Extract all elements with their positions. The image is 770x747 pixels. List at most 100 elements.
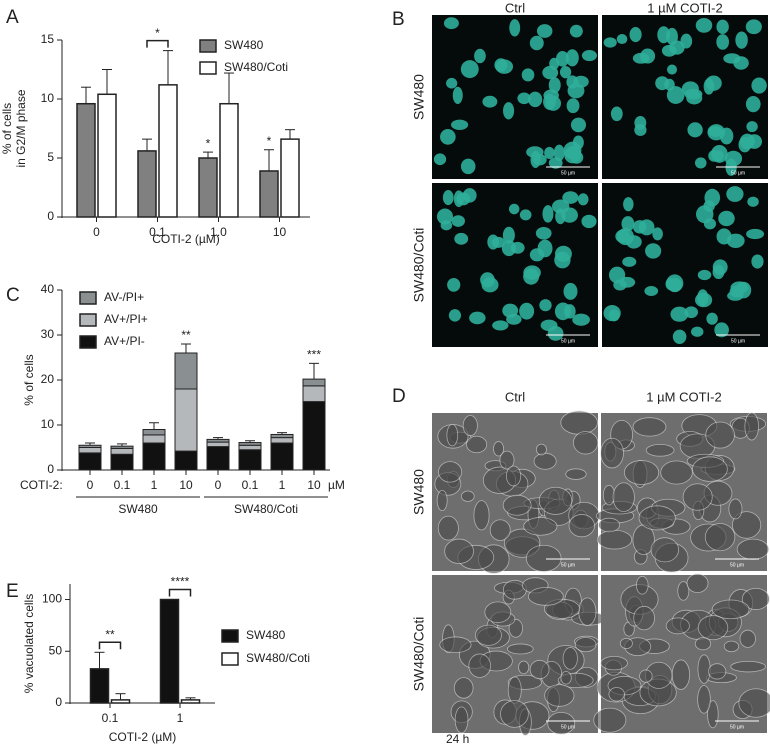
cell: [716, 19, 729, 35]
bar-segment: [110, 447, 134, 455]
row-label: SW480/Coti: [411, 228, 427, 303]
cell: [535, 226, 552, 240]
cell: [660, 460, 693, 485]
error-bar: [94, 651, 105, 669]
error-bar: [285, 129, 295, 140]
cell: [562, 647, 578, 670]
cell: [519, 302, 535, 320]
cell: [726, 233, 745, 248]
cell: [632, 417, 667, 437]
cell: [714, 322, 729, 338]
bar-segment: [110, 445, 134, 449]
cell: [747, 196, 759, 207]
bar: [280, 138, 300, 218]
bar-segment: [78, 452, 102, 471]
error-bar: [85, 442, 95, 446]
cell: [563, 141, 582, 160]
bar-segment: [238, 444, 262, 451]
y-tick-label: 5: [47, 150, 54, 164]
y-axis-label: % of cells: [22, 354, 36, 405]
cell: [562, 191, 579, 204]
cell: [570, 117, 587, 133]
scale-bar-label: 50 µm: [561, 562, 575, 568]
cell: [454, 232, 469, 245]
cell: [705, 75, 722, 91]
y-axis-label: in G2/M phase: [14, 89, 28, 167]
row-label: SW480: [411, 74, 427, 120]
cell: [526, 146, 544, 158]
row-label: SW480/Coti: [411, 617, 427, 692]
bar-segment: [174, 352, 198, 390]
cell: [596, 529, 633, 550]
cell: [670, 306, 689, 322]
error-bar: [81, 86, 91, 104]
cell: [657, 26, 671, 44]
group-label: SW480: [118, 502, 158, 516]
cell: [735, 31, 748, 49]
cell: [716, 34, 729, 50]
cell: [454, 706, 469, 734]
cell: [503, 102, 515, 120]
x-tick-label: 1: [177, 711, 184, 725]
footnote: 24 h: [446, 732, 469, 746]
cell: [433, 153, 447, 166]
cell: [608, 687, 625, 702]
cell: [560, 410, 598, 435]
column-label: Ctrl: [505, 0, 525, 15]
cell: [456, 192, 471, 206]
cell: [573, 431, 599, 455]
cell: [553, 144, 565, 162]
cell: [519, 209, 532, 221]
y-tick-label: 20: [41, 372, 55, 386]
cell: [554, 251, 571, 269]
bar: [259, 170, 279, 218]
cell: [731, 511, 762, 539]
cell: [444, 538, 474, 564]
cell: [547, 712, 576, 735]
cell: [633, 605, 655, 631]
legend-label: AV+/PI-: [104, 334, 145, 348]
cell: [560, 671, 572, 685]
y-tick-label: 40: [41, 282, 55, 296]
cell: [529, 659, 550, 680]
cell: [523, 268, 540, 285]
scale-bar-label: 50 µm: [561, 338, 575, 344]
y-tick-label: 50: [49, 643, 63, 657]
cell: [544, 146, 555, 160]
x-unit: µM: [328, 478, 345, 492]
significance-label: ***: [307, 348, 321, 362]
legend-swatch: [221, 629, 239, 643]
bar-segment: [238, 442, 262, 446]
column-label: 1 µM COTI-2: [647, 0, 722, 15]
x-tick-label: 10: [273, 225, 287, 239]
y-tick-label: 30: [41, 327, 55, 341]
row-label: SW480: [411, 469, 427, 515]
cell: [671, 659, 691, 690]
cell: [556, 50, 570, 67]
cell: [473, 500, 490, 531]
error-bar: [149, 422, 159, 430]
cell: [738, 136, 752, 153]
cell: [629, 26, 642, 43]
cell: [680, 33, 693, 49]
y-tick-label: 10: [41, 417, 55, 431]
legend-swatch: [79, 313, 97, 327]
cell: [533, 452, 557, 470]
cell: [561, 207, 578, 223]
cell: [695, 17, 713, 33]
cell: [493, 441, 505, 457]
cell: [697, 615, 729, 641]
cell: [707, 126, 723, 137]
cell: [640, 48, 656, 64]
cell: [443, 17, 459, 30]
cell: [751, 254, 764, 269]
bar-segment: [302, 401, 326, 471]
cell: [682, 483, 713, 511]
scale-bar-label: 50 µm: [730, 724, 744, 730]
cell: [481, 277, 499, 293]
bar: [137, 150, 157, 218]
cell: [521, 68, 535, 82]
cell: [730, 660, 766, 673]
y-tick-label: 0: [55, 695, 62, 709]
cell: [451, 119, 469, 130]
